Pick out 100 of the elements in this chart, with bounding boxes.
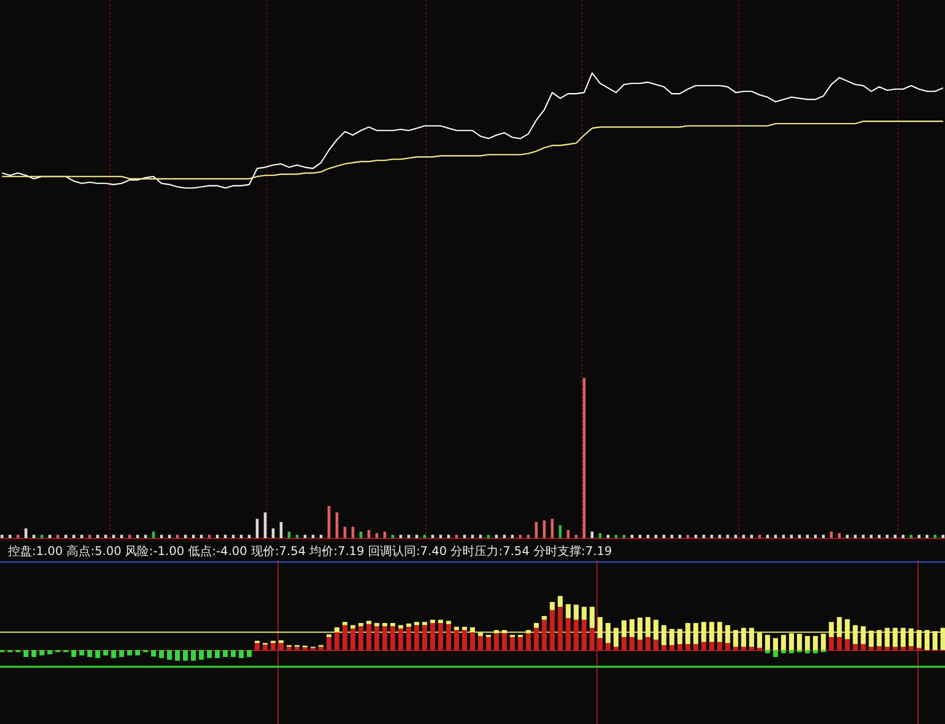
bar — [781, 650, 786, 654]
bar — [87, 650, 92, 658]
bar — [742, 534, 746, 538]
bar — [280, 522, 283, 538]
bar — [463, 534, 466, 538]
bar — [782, 534, 785, 538]
bar — [31, 650, 36, 658]
bar — [502, 633, 507, 650]
bar — [222, 650, 228, 658]
bar — [645, 637, 650, 650]
bar — [270, 642, 276, 650]
bar — [765, 634, 770, 650]
bar — [422, 625, 428, 650]
bar — [908, 646, 914, 650]
bar — [374, 623, 380, 626]
bar — [230, 650, 236, 658]
bar — [160, 534, 163, 538]
bar — [478, 636, 483, 650]
bar — [773, 650, 778, 658]
bar — [566, 530, 570, 538]
bar — [358, 623, 364, 626]
bar — [486, 634, 491, 638]
bar — [431, 534, 434, 538]
bar — [814, 534, 817, 538]
bar — [136, 534, 139, 538]
bar — [812, 650, 818, 654]
bar — [470, 632, 475, 650]
bar — [622, 534, 626, 538]
bar — [598, 638, 603, 650]
bar — [758, 534, 761, 538]
bar — [278, 640, 284, 643]
bar — [510, 634, 515, 638]
bar — [790, 534, 793, 538]
bar — [910, 534, 912, 538]
bar — [79, 650, 84, 656]
bar — [366, 624, 372, 650]
bar — [630, 637, 634, 650]
bar — [0, 534, 4, 538]
bar — [398, 625, 404, 628]
bar — [238, 650, 244, 658]
bar — [302, 647, 308, 650]
bar — [359, 532, 362, 538]
bar — [725, 642, 730, 650]
bar — [294, 646, 300, 650]
bar — [487, 534, 490, 538]
bar — [159, 650, 164, 658]
bar — [127, 650, 132, 656]
bar — [534, 628, 539, 650]
bar — [446, 620, 452, 624]
bar — [344, 526, 346, 538]
bar — [661, 645, 666, 650]
bar — [781, 634, 786, 650]
bar — [350, 628, 356, 650]
bar — [582, 606, 587, 620]
bar — [128, 534, 131, 538]
bar — [200, 534, 203, 538]
bar — [182, 650, 188, 661]
bar — [662, 534, 666, 538]
bar — [582, 378, 586, 538]
bar — [262, 644, 268, 650]
bar — [272, 528, 275, 538]
chart-title: 控盘:1.00 高点:5.00 风险:-1.00 低点:-4.00 现价:7.54 均价:7.19 回调认同:7.40 分时压力:7.54 分时支撑:7.19 — [8, 544, 612, 558]
bar — [614, 534, 618, 538]
bar — [717, 642, 722, 650]
bar — [382, 626, 388, 650]
bar — [789, 650, 794, 654]
bar — [112, 534, 116, 538]
bar — [358, 626, 364, 650]
bar — [774, 534, 777, 538]
bar — [374, 626, 380, 650]
bar — [822, 534, 825, 538]
bar — [884, 646, 890, 650]
bar — [926, 534, 928, 538]
bar — [518, 637, 523, 650]
bar — [320, 534, 322, 538]
bar — [733, 646, 738, 650]
bar — [254, 642, 260, 650]
bar — [637, 640, 642, 650]
bar — [798, 534, 801, 538]
bar — [646, 534, 650, 538]
bar — [669, 645, 674, 650]
bar — [351, 526, 354, 538]
bar — [606, 642, 611, 650]
bar — [206, 650, 212, 658]
bar — [582, 620, 587, 650]
bar — [542, 620, 547, 650]
bar — [382, 623, 388, 626]
bar — [550, 610, 555, 650]
bar — [836, 637, 842, 650]
bar — [518, 634, 523, 638]
bar — [342, 625, 348, 650]
bar — [166, 650, 172, 660]
bar — [390, 626, 396, 650]
bar — [495, 534, 498, 538]
bar — [278, 642, 284, 650]
bar — [606, 534, 610, 538]
bar — [350, 625, 356, 628]
bar — [934, 534, 936, 538]
bar — [526, 633, 531, 650]
bar — [701, 642, 706, 650]
